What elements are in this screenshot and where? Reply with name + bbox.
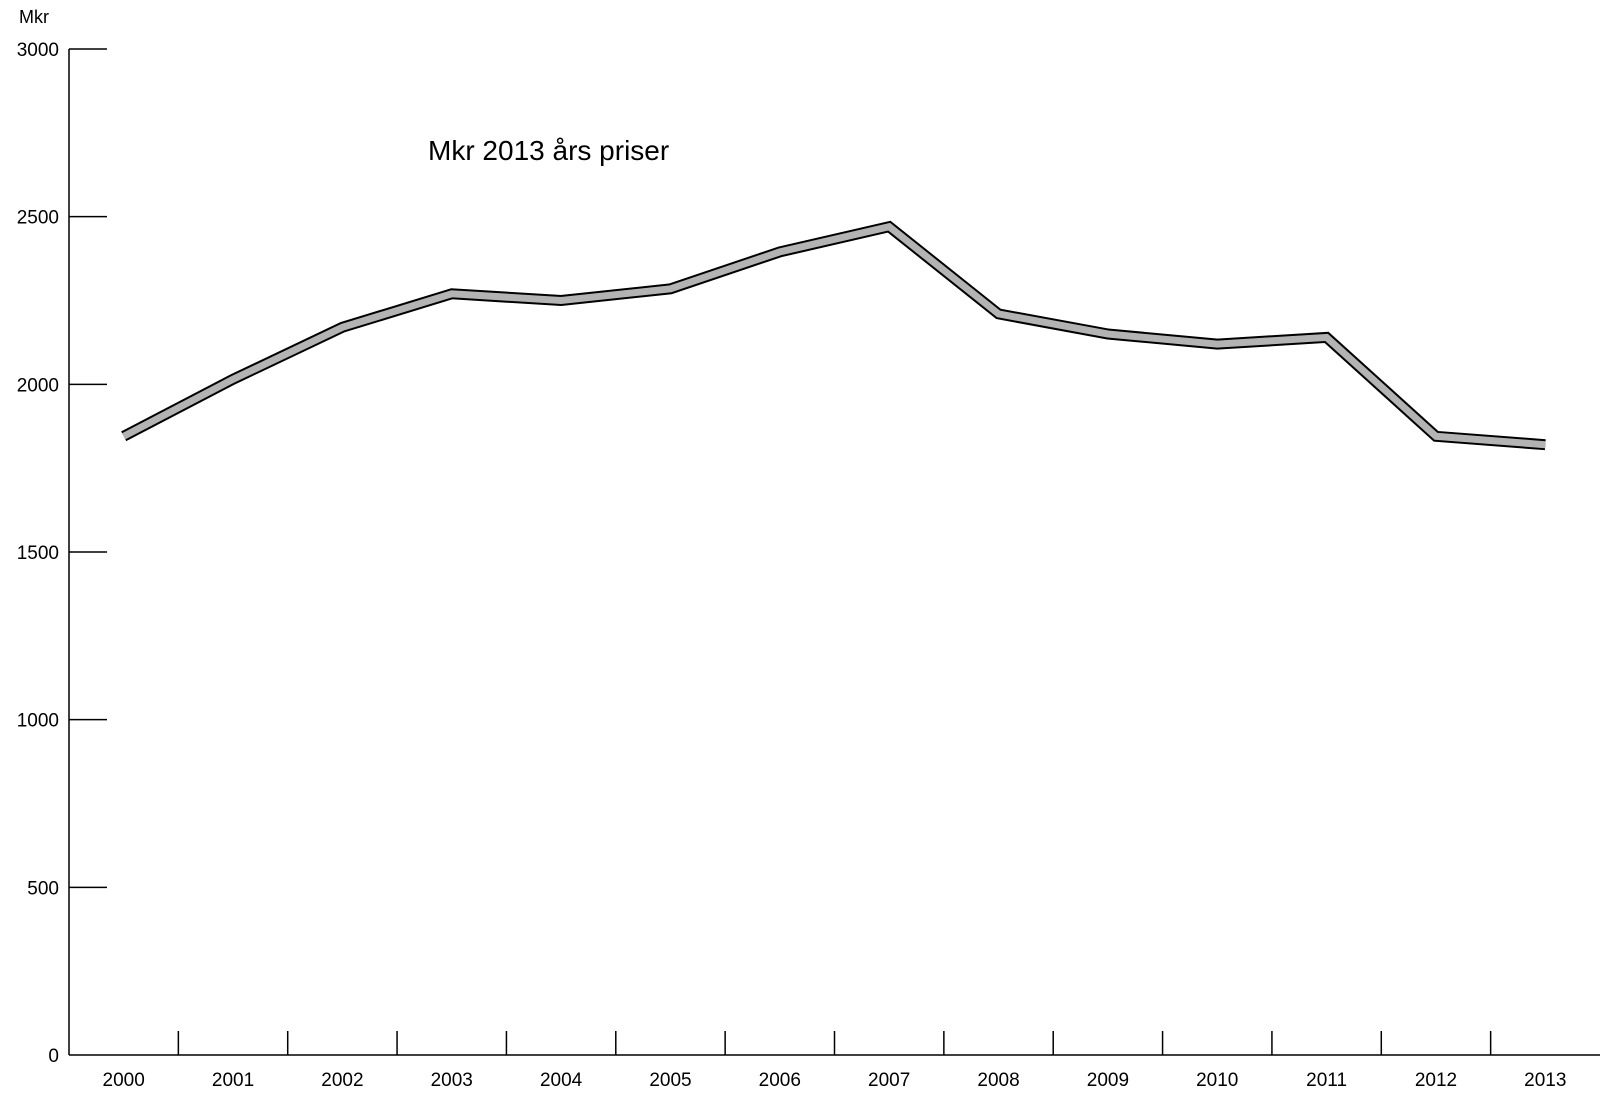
x-tick-label: 2002 <box>321 1070 363 1091</box>
x-tick-label: 2001 <box>212 1070 254 1091</box>
x-tick-label: 2005 <box>649 1070 691 1091</box>
x-tick-label: 2010 <box>1196 1070 1238 1091</box>
x-tick-label: 2008 <box>977 1070 1019 1091</box>
x-tick-label: 2007 <box>868 1070 910 1091</box>
series-line <box>122 222 1546 449</box>
x-tick-label: 2012 <box>1415 1070 1457 1091</box>
y-tick-label: 1000 <box>17 711 59 732</box>
y-tick-label: 2000 <box>17 375 59 396</box>
x-tick-label: 2013 <box>1524 1070 1566 1091</box>
y-tick-label: 2500 <box>17 208 59 229</box>
x-tick-label: 2009 <box>1087 1070 1129 1091</box>
y-tick-label: 0 <box>48 1046 59 1067</box>
x-tick-label: 2004 <box>540 1070 583 1091</box>
x-tick-label: 2006 <box>759 1070 801 1091</box>
x-tick-label: 2003 <box>431 1070 473 1091</box>
y-tick-label: 500 <box>27 878 59 899</box>
chart-annotation: Mkr 2013 års priser <box>428 135 669 166</box>
y-axis-unit-label: Mkr <box>19 7 49 27</box>
x-tick-label: 2000 <box>103 1070 145 1091</box>
y-tick-label: 3000 <box>17 40 59 61</box>
y-tick-label: 1500 <box>17 543 59 564</box>
series-layer <box>121 220 1546 451</box>
x-axis-ticks: 2000 2001 2002 2003 2004 2005 2006 2007 2008 2009… <box>103 1031 1566 1091</box>
x-tick-label: 2011 <box>1306 1070 1347 1091</box>
y-axis-ticks: 0 500 1000 1500 2000 2500 3000 <box>17 40 107 1067</box>
series-line-outline <box>121 220 1546 451</box>
chart-axes <box>68 49 1600 1056</box>
